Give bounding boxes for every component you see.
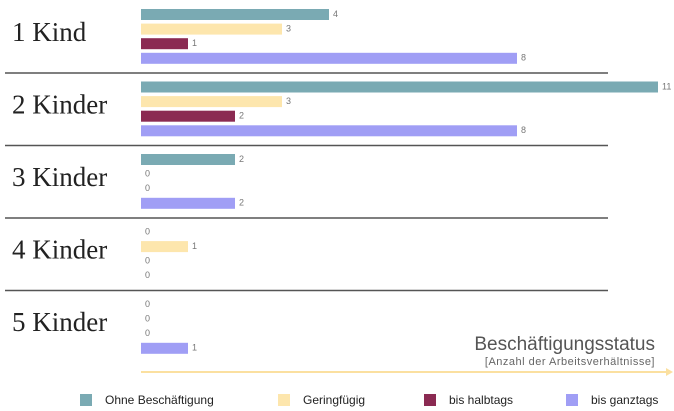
value-label: 2 [239,154,244,164]
category-label: 5 Kinder [12,307,107,337]
bar [141,154,235,165]
legend-swatch [278,394,290,406]
bar [141,342,188,354]
value-label: 0 [145,313,150,323]
bar [141,241,188,253]
value-label: 8 [521,53,526,63]
arrow-head [666,368,673,376]
category-label: 4 Kinder [12,235,107,265]
category-label: 2 Kinder [12,90,107,120]
bar [141,38,188,50]
value-label: 0 [145,270,150,280]
value-label: 11 [662,81,671,91]
value-label: 1 [192,343,197,353]
value-label: 0 [145,328,150,338]
category-label: 3 Kinder [12,162,107,192]
bar [141,197,235,209]
value-label: 8 [521,125,526,135]
bar [141,110,235,122]
legend-label: Ohne Beschäftigung [105,393,214,407]
value-label: 0 [145,226,150,236]
axis-title: Beschäftigungsstatus [474,334,655,355]
value-label: 1 [192,38,197,48]
legend-swatch [80,394,92,406]
category-label: 1 Kind [12,17,87,47]
value-label: 0 [145,299,150,309]
value-label: 4 [333,9,338,19]
value-label: 2 [239,198,244,208]
bar [141,52,517,64]
bar [141,96,282,108]
legend-label: bis halbtags [449,393,513,407]
legend-swatch [424,394,436,406]
value-label: 2 [239,111,244,121]
bar [141,23,282,35]
value-label: 0 [145,183,150,193]
legend-label: bis ganztags [591,393,658,407]
legend-swatch [566,394,578,406]
axis-subtitle: [Anzahl der Arbeitsverhältnisse] [485,356,655,368]
value-label: 3 [286,23,291,33]
bar [141,125,517,137]
bar [141,9,329,20]
legend-label: Geringfügig [303,393,365,407]
bar [141,81,658,93]
value-label: 0 [145,256,150,266]
value-label: 3 [286,96,291,106]
value-label: 0 [145,168,150,178]
value-label: 1 [192,241,197,251]
